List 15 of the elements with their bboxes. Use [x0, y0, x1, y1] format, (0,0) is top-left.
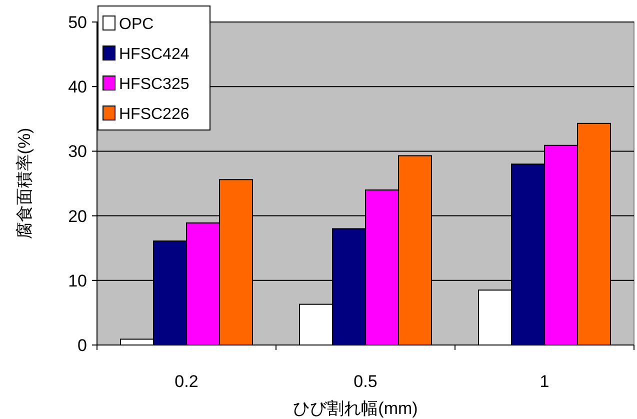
y-tick-label: 40 [68, 78, 87, 97]
x-tick-label: 0.5 [354, 372, 378, 391]
legend-label: HFSC424 [119, 46, 190, 63]
y-axis-title: 腐食面積率(%) [15, 128, 34, 240]
x-tick-label: 1 [540, 372, 550, 391]
y-tick-label: 0 [78, 336, 87, 355]
legend-label: OPC [119, 16, 154, 33]
y-tick-label: 10 [68, 271, 87, 290]
y-tick-label: 30 [68, 142, 87, 162]
y-tick-label: 20 [68, 206, 87, 226]
legend-label: HFSC325 [119, 76, 190, 93]
x-tick-label: 0.2 [174, 372, 198, 391]
y-tick-label: 50 [68, 13, 87, 32]
x-axis-title: ひび割れ幅(mm) [293, 399, 418, 418]
legend-label: HFSC226 [119, 106, 190, 123]
